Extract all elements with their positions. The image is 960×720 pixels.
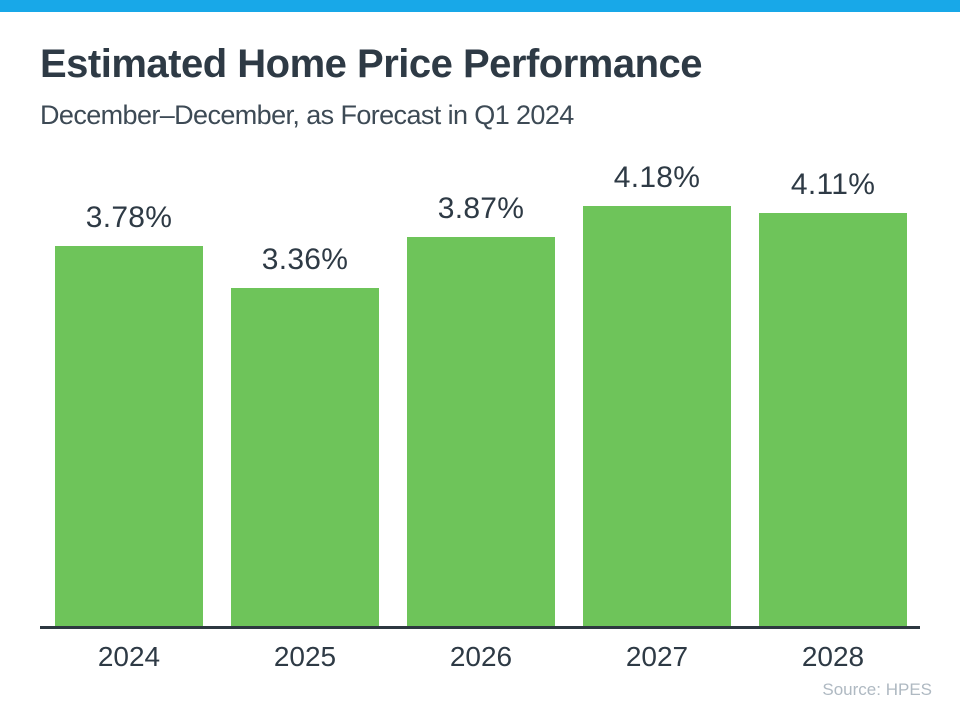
bar-2025 — [231, 288, 379, 626]
bar-2026 — [407, 237, 555, 626]
x-tick-label: 2027 — [625, 641, 689, 672]
x-tick-label: 2026 — [449, 641, 513, 672]
x-tick-label: 2028 — [801, 641, 865, 672]
source-note: Source: HPES — [822, 680, 932, 699]
x-tick-label: 2025 — [273, 641, 337, 672]
bar-2024 — [55, 246, 203, 626]
bar-value-label: 4.11% — [790, 168, 876, 201]
bar-2027 — [583, 206, 731, 626]
bar-value-label: 3.36% — [261, 243, 349, 276]
bar-value-label: 3.78% — [85, 201, 173, 234]
bar-value-label: 4.18% — [613, 161, 701, 194]
top-accent-bar — [0, 0, 960, 12]
chart-title: Estimated Home Price Performance — [40, 42, 703, 86]
x-axis-line — [40, 626, 920, 629]
chart-subtitle: December–December, as Forecast in Q1 202… — [40, 100, 574, 130]
bar-2028 — [759, 213, 907, 626]
x-tick-label: 2024 — [97, 641, 161, 672]
bar-value-label: 3.87% — [437, 192, 525, 225]
